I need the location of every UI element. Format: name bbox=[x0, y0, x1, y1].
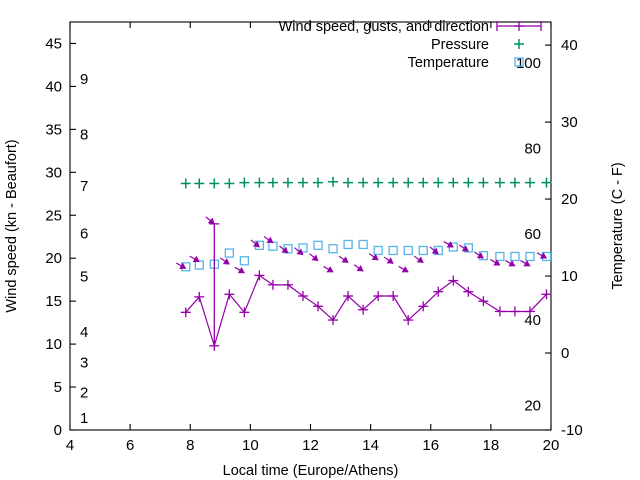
direction-arrow-head bbox=[508, 260, 516, 267]
direction-arrow-head bbox=[296, 248, 304, 256]
y-tick-label: 40 bbox=[45, 78, 62, 95]
wind-speed-line bbox=[185, 274, 547, 348]
square-marker bbox=[510, 251, 520, 262]
square-marker bbox=[525, 251, 535, 262]
beaufort-label: 3 bbox=[80, 354, 88, 371]
legend-label-2: Temperature bbox=[408, 55, 489, 71]
square-marker bbox=[239, 256, 250, 266]
y-tick-label: 25 bbox=[45, 207, 62, 224]
x-tick-label: 18 bbox=[483, 437, 500, 454]
beaufort-label: 4 bbox=[80, 324, 88, 341]
square-marker bbox=[268, 241, 278, 251]
fahrenheit-label: 80 bbox=[524, 140, 541, 157]
beaufort-label: 7 bbox=[80, 178, 88, 195]
square-marker bbox=[224, 248, 234, 258]
x-tick-label: 20 bbox=[543, 437, 560, 454]
y-tick-label: 0 bbox=[54, 422, 62, 439]
beaufort-label: 6 bbox=[80, 225, 88, 242]
direction-arrow-head bbox=[401, 266, 409, 273]
y2-tick-label: 20 bbox=[561, 191, 578, 208]
fahrenheit-label: 60 bbox=[524, 226, 541, 243]
beaufort-label: 2 bbox=[80, 384, 88, 401]
x-tick-label: 6 bbox=[126, 437, 134, 454]
square-marker bbox=[328, 244, 338, 254]
x-tick-label: 10 bbox=[242, 437, 259, 454]
beaufort-label: 5 bbox=[80, 268, 88, 285]
y2-axis-title: Temperature (C - F) bbox=[610, 162, 626, 289]
direction-arrow-head bbox=[386, 257, 394, 264]
direction-arrow-head bbox=[356, 265, 364, 272]
square-marker bbox=[418, 245, 428, 256]
direction-arrow-head bbox=[237, 266, 245, 274]
x-tick-label: 4 bbox=[66, 437, 74, 454]
square-marker bbox=[298, 243, 308, 253]
square-marker bbox=[373, 245, 383, 256]
beaufort-label: 1 bbox=[80, 410, 88, 427]
y-tick-label: 30 bbox=[45, 164, 62, 181]
y2-tick-label: 40 bbox=[561, 37, 578, 54]
legend-label-0: Wind speed, gusts, and direction bbox=[279, 19, 489, 35]
x-tick-label: 12 bbox=[302, 437, 319, 454]
y-tick-label: 15 bbox=[45, 293, 62, 310]
y2-tick-label: 0 bbox=[561, 345, 569, 362]
direction-arrow-head bbox=[461, 245, 469, 252]
direction-arrow-head bbox=[523, 260, 531, 267]
direction-arrow-head bbox=[476, 252, 484, 259]
fahrenheit-label: 40 bbox=[524, 312, 541, 329]
direction-arrow-head bbox=[431, 247, 439, 255]
fahrenheit-label: 20 bbox=[524, 398, 541, 415]
fahrenheit-label: 100 bbox=[516, 55, 541, 72]
direction-arrow-head bbox=[371, 253, 379, 261]
y-tick-label: 35 bbox=[45, 121, 62, 138]
square-marker bbox=[194, 260, 204, 270]
x-tick-label: 16 bbox=[422, 437, 439, 454]
square-marker bbox=[388, 245, 398, 256]
square-marker bbox=[358, 239, 368, 250]
direction-arrow-head bbox=[266, 236, 274, 244]
direction-arrow-head bbox=[179, 262, 187, 269]
direction-arrow-head bbox=[539, 252, 547, 259]
y-axis-title: Wind speed (kn - Beaufort) bbox=[4, 139, 20, 312]
plot-frame bbox=[69, 21, 552, 431]
square-marker bbox=[403, 245, 413, 256]
x-tick-label: 8 bbox=[186, 437, 194, 454]
direction-arrow-head bbox=[446, 241, 454, 248]
direction-arrow-head bbox=[493, 259, 501, 266]
y2-tick-label: 30 bbox=[561, 114, 578, 131]
square-marker bbox=[495, 251, 505, 262]
y-tick-label: 20 bbox=[45, 250, 62, 267]
y-tick-label: 45 bbox=[45, 35, 62, 52]
y2-tick-label: -10 bbox=[561, 422, 583, 439]
square-marker bbox=[313, 240, 323, 250]
square-marker bbox=[343, 239, 353, 250]
direction-arrow-head bbox=[281, 246, 289, 254]
beaufort-label: 9 bbox=[80, 71, 88, 88]
direction-arrow-head bbox=[326, 266, 334, 273]
y2-tick-label: 10 bbox=[561, 268, 578, 285]
legend-label-1: Pressure bbox=[431, 37, 489, 53]
y-tick-label: 5 bbox=[54, 379, 62, 396]
direction-arrow-head bbox=[222, 258, 230, 265]
beaufort-label: 8 bbox=[80, 127, 88, 144]
x-tick-label: 14 bbox=[362, 437, 379, 454]
square-marker bbox=[514, 57, 524, 67]
direction-arrow-head bbox=[341, 256, 349, 263]
y-tick-label: 10 bbox=[45, 336, 62, 353]
direction-arrow-head bbox=[311, 254, 319, 262]
direction-arrow-head bbox=[416, 256, 424, 263]
direction-arrow-head bbox=[252, 240, 260, 248]
direction-arrow-head bbox=[207, 217, 215, 225]
direction-arrow-head bbox=[192, 255, 200, 263]
x-axis-title: Local time (Europe/Athens) bbox=[223, 463, 399, 479]
